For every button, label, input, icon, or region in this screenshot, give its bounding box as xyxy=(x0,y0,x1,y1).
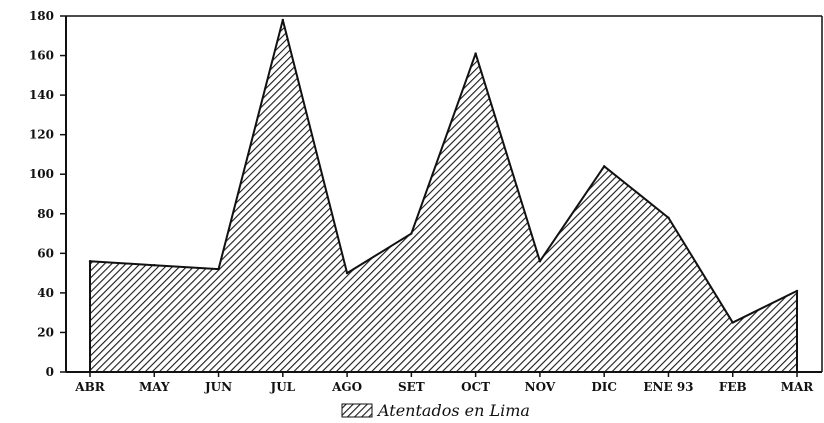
x-tick-label-may: MAY xyxy=(139,380,170,394)
data-point-dic xyxy=(602,165,606,168)
x-tick-label-set: SET xyxy=(398,380,425,394)
data-point-feb xyxy=(731,321,734,324)
data-point-abr xyxy=(88,260,92,263)
x-tick-label-ene-93: ENE 93 xyxy=(643,380,693,394)
x-axis-ticks: ABR MAY JUN JUL AGO SET OCT NOV DIC ENE 93 FEB MAR xyxy=(74,372,814,394)
x-tick-label-ago: AGO xyxy=(331,380,362,394)
y-tick-label-180: 180 xyxy=(29,9,54,23)
axes xyxy=(65,16,822,373)
y-tick-label-160: 160 xyxy=(29,49,54,63)
data-point-oct xyxy=(474,52,477,55)
data-point-ene-93 xyxy=(667,216,670,219)
series-area-atentados-en-lima xyxy=(90,19,797,372)
x-tick-label-jul: JUL xyxy=(270,380,296,394)
x-tick-label-abr: ABR xyxy=(74,380,105,394)
y-tick-label-40: 40 xyxy=(37,286,54,300)
data-point-jun xyxy=(217,267,220,271)
data-point-jul xyxy=(281,18,285,22)
x-tick-label-jun: JUN xyxy=(204,380,232,394)
legend-swatch xyxy=(341,403,373,418)
y-tick-label-20: 20 xyxy=(37,325,54,339)
legend: Atentados en Lima xyxy=(341,401,530,420)
x-tick-label-feb: FEB xyxy=(719,380,747,394)
area-layer xyxy=(88,18,799,372)
y-tick-label-0: 0 xyxy=(46,365,54,379)
data-point-may xyxy=(153,264,156,267)
y-tick-label-140: 140 xyxy=(29,88,54,102)
series-line-atentados-en-lima xyxy=(89,18,798,324)
data-point-set xyxy=(410,232,413,235)
y-tick-label-100: 100 xyxy=(29,167,54,181)
x-tick-label-dic: DIC xyxy=(591,380,617,394)
legend-label: Atentados en Lima xyxy=(376,401,530,420)
y-tick-label-120: 120 xyxy=(29,128,54,142)
y-tick-label-60: 60 xyxy=(37,246,54,260)
data-point-mar xyxy=(795,289,799,293)
x-tick-label-nov: NOV xyxy=(525,380,556,394)
data-point-ago xyxy=(345,271,349,275)
y-axis-ticks: 0 20 40 60 80 100 120 140 160 180 xyxy=(29,9,66,379)
x-tick-label-mar: MAR xyxy=(781,380,815,394)
plot-area xyxy=(66,15,823,372)
data-point-nov xyxy=(538,260,542,263)
x-tick-label-oct: OCT xyxy=(461,380,490,394)
y-tick-label-80: 80 xyxy=(37,207,54,221)
